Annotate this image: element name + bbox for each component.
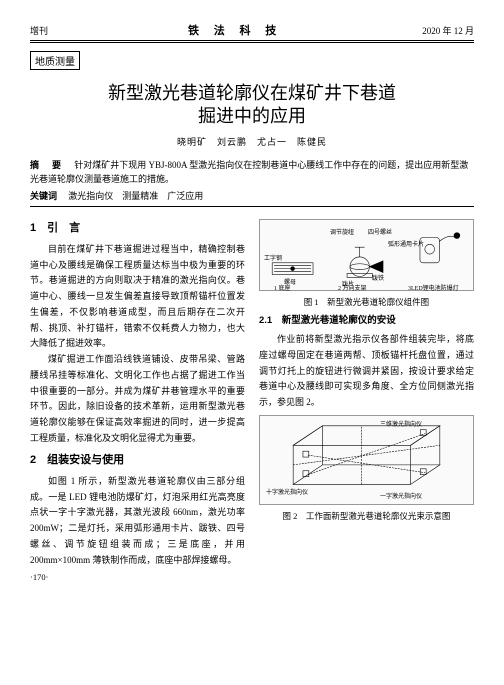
abstract-rule bbox=[30, 206, 474, 207]
abstract: 摘 要 针对煤矿井下现用 YBJ-800A 型激光指向仪在控制巷道中心腰线工作中… bbox=[30, 158, 474, 187]
page-number: ·170· bbox=[30, 570, 245, 585]
fig2-label-c: 一字激光指向仪 bbox=[380, 492, 422, 503]
abstract-text: 针对煤矿井下现用 YBJ-800A 型激光指向仪在控制巷道中心腰线工作中存在的问… bbox=[30, 160, 468, 184]
section-1-para-1: 目前在煤矿井下巷道掘进过程当中，精确控制巷道中心及腰线是确保工程质量达标当中极为… bbox=[30, 242, 245, 352]
fig1-label-a: 工字钢 bbox=[264, 254, 282, 265]
fig1-label-e: 弧形通用卡片 bbox=[388, 240, 424, 251]
section-2-heading: 2 组装安设与使用 bbox=[30, 451, 245, 470]
section-2-1-para-1: 作业前将新型激光指示仪各部件组装完毕，将底座过螺母固定在巷道两帮、顶板锚杆托盘位… bbox=[259, 332, 474, 411]
fig1-label-h3: 3LED锂电池防爆灯 bbox=[408, 284, 459, 295]
header-rule bbox=[30, 42, 474, 43]
title-line1: 新型激光巷道轮廓仪在煤矿井下巷道 bbox=[108, 83, 396, 103]
header-right: 2020 年 12 月 bbox=[422, 24, 474, 37]
fig1-label-d: 四号螺丝 bbox=[368, 228, 392, 239]
section-2-para-1: 如图 1 所示，新型激光巷道轮廓仪由三部分组成。一是 LED 锂电池防爆矿灯，灯… bbox=[30, 474, 245, 569]
fig1-label-h2: 2 万向支架 bbox=[338, 284, 367, 295]
abstract-label: 摘 要 bbox=[30, 160, 63, 170]
section-1-heading: 1 引 言 bbox=[30, 219, 245, 238]
figure-1-caption: 图 1 新型激光巷道轮廓仪组件图 bbox=[259, 295, 474, 310]
right-column: 工字钢 螺母 调节旋纽 四号螺丝 弧形通用卡片 跋片 跋铁 1 底座 2 万向支… bbox=[259, 215, 474, 586]
fig1-label-h1: 1 底座 bbox=[274, 284, 291, 295]
fig2-label-a: 三维激光指向仪 bbox=[380, 420, 422, 431]
category-tag: 地质测量 bbox=[30, 51, 80, 70]
figure-2-caption: 图 2 工作面新型激光巷道轮廓仪光束示意图 bbox=[259, 509, 474, 524]
left-column: 1 引 言 目前在煤矿井下巷道掘进过程当中，精确控制巷道中心及腰线是确保工程质量… bbox=[30, 215, 245, 586]
keywords-text: 激光指向仪 测量精准 广泛应用 bbox=[68, 191, 203, 201]
figure-2: 三维激光指向仪 十字激光指向仪 一字激光指向仪 bbox=[259, 415, 474, 505]
title-line2: 掘进中的应用 bbox=[198, 106, 306, 126]
keywords-label: 关键词 bbox=[30, 191, 57, 201]
header-left: 增刊 bbox=[30, 24, 48, 37]
article-title: 新型激光巷道轮廓仪在煤矿井下巷道 掘进中的应用 bbox=[30, 82, 474, 129]
authors: 晓明矿 刘云鹏 尤占一 陈健民 bbox=[30, 135, 474, 148]
keywords: 关键词 激光指向仪 测量精准 广泛应用 bbox=[30, 189, 474, 202]
fig1-label-c: 调节旋纽 bbox=[330, 228, 354, 239]
section-2-1-heading: 2.1 新型激光巷道轮廓仪的安设 bbox=[259, 313, 474, 330]
header-center: 铁 法 科 技 bbox=[188, 22, 282, 38]
fig2-label-b: 十字激光指向仪 bbox=[266, 488, 308, 499]
figure-1: 工字钢 螺母 调节旋纽 四号螺丝 弧形通用卡片 跋片 跋铁 1 底座 2 万向支… bbox=[259, 219, 474, 291]
section-1-para-2: 煤矿掘进工作面沿线铁道铺设、皮带吊梁、管路腰线吊挂等标准化、文明化工作也占据了掘… bbox=[30, 352, 245, 447]
fig1-label-g: 跋铁 bbox=[372, 274, 384, 285]
